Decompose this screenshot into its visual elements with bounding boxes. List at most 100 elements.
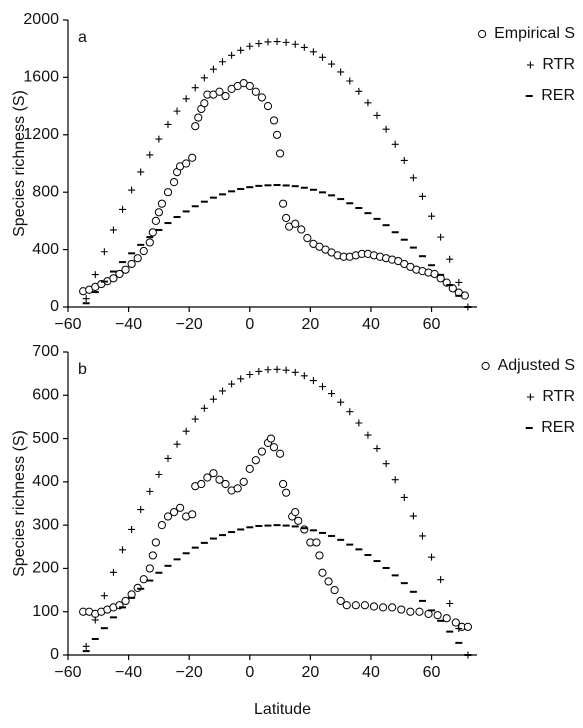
circle-marker: [163, 512, 173, 521]
circle-marker: [336, 596, 345, 605]
x-tick-label: −20: [176, 664, 203, 681]
y-tick-label: 300: [32, 516, 59, 533]
circle-marker: [406, 607, 415, 616]
plus-marker: [255, 367, 263, 375]
y-tick-label: 1200: [23, 126, 59, 143]
circle-marker: [312, 538, 321, 547]
plus-marker: [428, 212, 436, 220]
circle-marker: [121, 596, 130, 605]
plus-marker: [418, 532, 426, 540]
plus-marker: [255, 40, 263, 48]
plus-marker: [200, 404, 208, 412]
circle-marker: [369, 602, 379, 611]
plus-marker: [318, 383, 326, 391]
plus-marker: [300, 372, 308, 380]
plus-marker: [346, 408, 354, 416]
plus-marker: [155, 135, 163, 143]
circle-marker: [200, 99, 209, 108]
y-tick-label: 800: [32, 183, 59, 200]
circle-marker: [221, 91, 230, 101]
circle-marker: [182, 159, 191, 168]
plus-marker: [182, 427, 190, 435]
plus-marker: [309, 48, 317, 56]
circle-marker: [378, 603, 388, 612]
circle-marker: [194, 113, 203, 122]
circle-marker: [215, 475, 224, 484]
y-axis-label: Species richness (S): [11, 430, 28, 577]
circle-marker: [157, 199, 167, 208]
y-tick-label: 500: [32, 430, 59, 447]
plus-marker: [364, 431, 372, 439]
plus-marker: [128, 186, 136, 194]
circle-marker: [233, 484, 242, 493]
circle-marker: [163, 188, 173, 197]
x-tick-label: 20: [301, 664, 319, 681]
circle-marker: [360, 601, 370, 610]
plus-marker: [155, 470, 163, 478]
circle-marker: [415, 607, 424, 616]
y-tick-label: 100: [32, 603, 59, 620]
plus-marker: [364, 99, 372, 107]
y-tick-label: 700: [32, 343, 59, 360]
plus-marker: [309, 377, 317, 385]
circle-marker: [279, 479, 288, 489]
series: [82, 184, 472, 308]
circle-marker: [245, 81, 254, 91]
x-tick-label: 20: [301, 316, 319, 333]
plus-marker: [400, 493, 408, 501]
circle-marker: [433, 611, 442, 620]
circle-marker: [282, 213, 291, 223]
plus-marker: [109, 226, 117, 234]
legend-marker: [526, 61, 534, 69]
circle-marker: [169, 508, 179, 517]
plus-marker: [200, 74, 208, 82]
plus-marker: [219, 58, 227, 66]
circle-marker: [127, 259, 136, 269]
circle-marker: [157, 521, 167, 530]
plus-marker: [409, 512, 417, 520]
circle-marker: [133, 254, 142, 263]
circle-marker: [269, 116, 279, 125]
circle-marker: [460, 291, 469, 300]
plus-marker: [455, 278, 463, 286]
plus-marker: [355, 87, 363, 95]
plus-marker: [291, 40, 299, 48]
circle-marker: [315, 551, 324, 560]
circle-marker: [282, 488, 291, 497]
x-tick-label: −40: [115, 316, 142, 333]
plus-marker: [446, 599, 454, 607]
circle-marker: [148, 228, 157, 237]
circle-marker: [330, 585, 339, 595]
plus-marker: [146, 151, 154, 159]
plus-marker: [264, 38, 272, 46]
y-tick-label: 600: [32, 387, 59, 404]
circle-marker: [442, 614, 451, 623]
plus-marker: [137, 168, 145, 176]
plus-marker: [128, 525, 136, 533]
x-tick-label: −20: [176, 316, 203, 333]
legend-marker: [477, 29, 487, 39]
plus-marker: [391, 476, 399, 484]
plus-marker: [246, 42, 254, 50]
circle-marker: [463, 622, 473, 631]
circle-marker: [209, 469, 218, 478]
circle-marker: [121, 265, 130, 274]
circle-marker: [145, 564, 154, 573]
y-tick-label: 2000: [23, 11, 59, 28]
plus-marker: [328, 60, 336, 68]
plus-marker: [400, 156, 408, 164]
circle-marker: [324, 577, 333, 586]
plus-marker: [82, 642, 90, 650]
legend-label: RER: [541, 87, 575, 104]
plus-marker: [100, 592, 108, 600]
plus-marker: [119, 546, 127, 554]
x-tick-label: 60: [423, 316, 441, 333]
x-tick-label: −40: [115, 664, 142, 681]
x-tick-label: 60: [423, 664, 441, 681]
plus-marker: [382, 460, 390, 468]
plus-marker: [418, 192, 426, 200]
plus-marker: [391, 140, 399, 148]
circle-marker: [303, 234, 312, 243]
circle-marker: [151, 216, 160, 225]
